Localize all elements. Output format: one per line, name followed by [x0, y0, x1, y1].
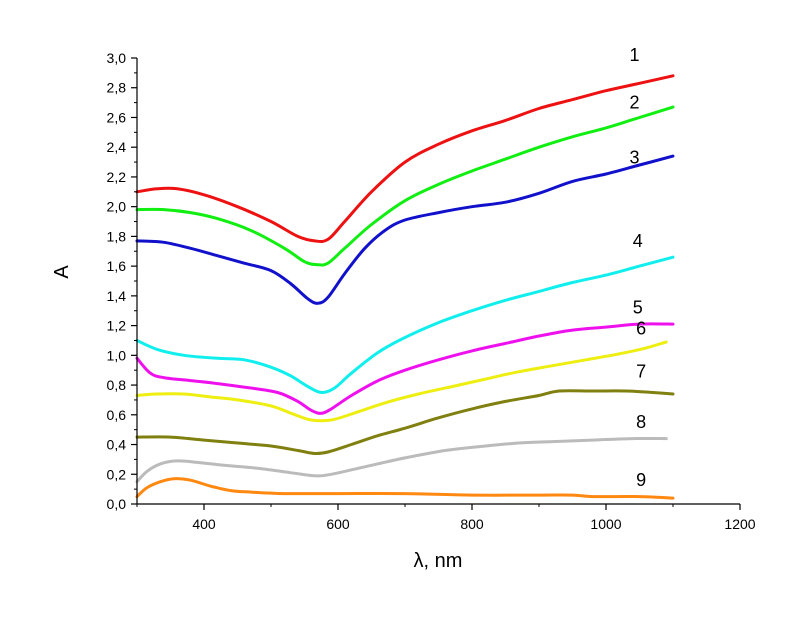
y-tick-label: 2,4 [107, 139, 127, 155]
series-line-9 [135, 477, 675, 500]
series-line-8 [135, 436, 668, 484]
x-tick-label: 1000 [590, 516, 621, 532]
x-ticks: 400 600 800 1000 1200 [136, 504, 756, 532]
x-tick-label: 800 [460, 516, 484, 532]
series-label-2: 2 [629, 93, 639, 113]
y-tick-label: 2,8 [107, 80, 127, 96]
series-line-2 [135, 105, 675, 267]
y-tick-label: 2,0 [107, 199, 127, 215]
series-label-8: 8 [636, 412, 646, 432]
series-line-5 [135, 322, 675, 415]
y-tick-label: 0,4 [107, 437, 127, 453]
series-line-6 [135, 340, 668, 423]
y-tick-label: 0,8 [107, 377, 127, 393]
axes: 400 600 800 1000 1200 0,0 0,2 0,4 0,6 0,8 1,0 1,2 1… [107, 50, 756, 532]
series-line-1 [135, 74, 675, 244]
y-tick-label: 0,0 [107, 496, 127, 512]
y-tick-label: 0,6 [107, 407, 127, 423]
x-axis-title: λ, nm [414, 550, 463, 572]
x-tick-label: 1200 [724, 516, 755, 532]
y-tick-label: 1,0 [107, 347, 127, 363]
x-tick-label: 600 [326, 516, 350, 532]
y-tick-label: 1,8 [107, 228, 127, 244]
x-tick-label: 400 [192, 516, 216, 532]
y-tick-label: 1,6 [107, 258, 127, 274]
plot-lines [135, 74, 675, 500]
y-axis-title: A [51, 265, 73, 279]
series-line-4 [135, 255, 675, 395]
y-tick-label: 2,2 [107, 169, 127, 185]
series-label-3: 3 [629, 148, 639, 168]
y-tick-label: 3,0 [107, 50, 127, 66]
y-tick-label: 2,6 [107, 109, 127, 125]
y-tick-label: 0,2 [107, 466, 127, 482]
series-line-7 [135, 389, 675, 456]
series-label-5: 5 [633, 298, 643, 318]
y-tick-label: 1,2 [107, 318, 127, 334]
series-label-4: 4 [633, 231, 643, 251]
series-label-9: 9 [636, 470, 646, 490]
y-ticks: 0,0 0,2 0,4 0,6 0,8 1,0 1,2 1,4 1,6 1,8 2,0 2,2 2,4 2… [107, 50, 137, 512]
series-label-1: 1 [629, 45, 639, 65]
series-labels: 1 2 3 4 56 7 8 9 [629, 45, 646, 490]
series-label-6: 6 [636, 319, 646, 339]
series-label-7: 7 [636, 362, 646, 382]
series-line-3 [135, 154, 675, 305]
y-tick-label: 1,4 [107, 288, 127, 304]
